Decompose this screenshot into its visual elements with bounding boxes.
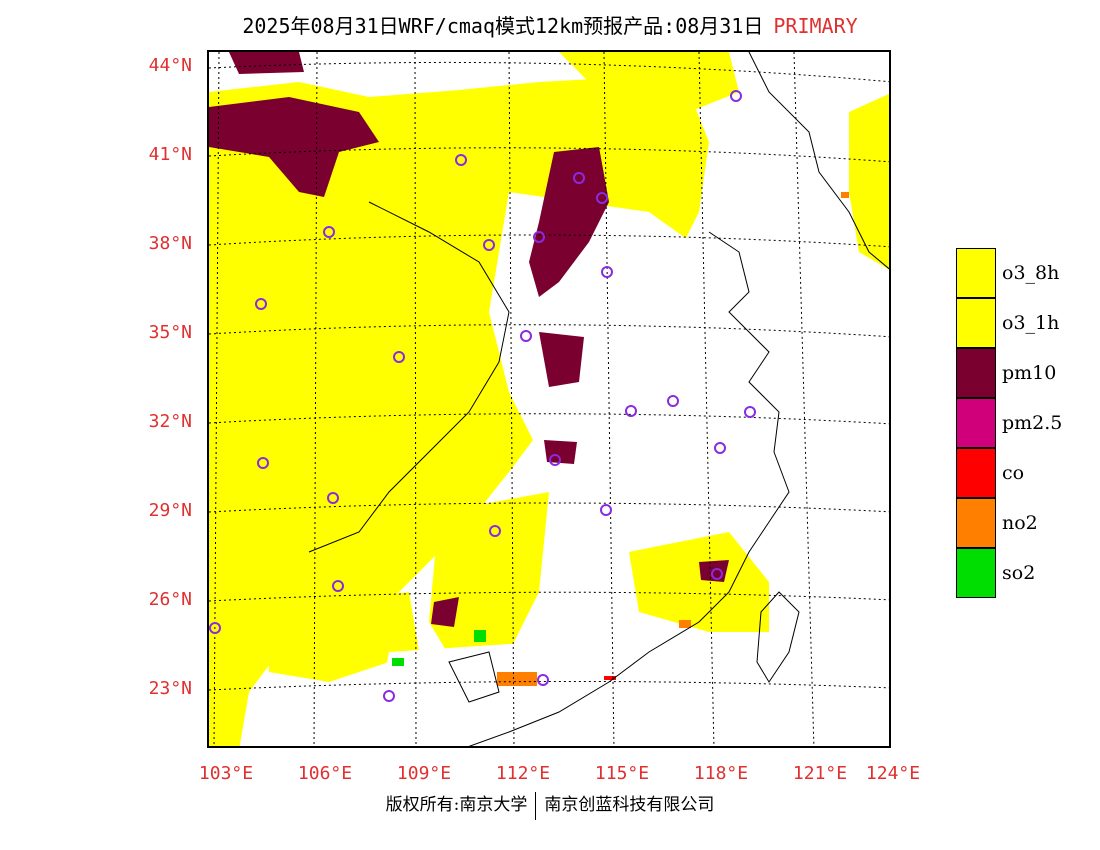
boundaries: [308, 52, 889, 746]
graticule: [209, 52, 889, 746]
lat-label-44n: 44°N: [148, 55, 192, 76]
legend-label-pm10: pm10: [1002, 362, 1057, 384]
so2-spot-2: [392, 658, 404, 666]
lon-label-106e: 106°E: [297, 763, 353, 784]
legend-swatch-no2: [956, 498, 996, 548]
primary-label: PRIMARY: [773, 14, 858, 38]
legend-swatch-pm25: [956, 398, 996, 448]
map-title: 2025年08月31日WRF/cmaq模式12km预报产品:08月31日 PRIM…: [0, 10, 1100, 39]
legend-label-o3-1h: o3_1h: [1002, 312, 1060, 334]
lon-label-103e: 103°E: [198, 763, 254, 784]
pm10-patch-south: [431, 597, 459, 627]
lat-label-29n: 29°N: [148, 500, 192, 521]
lon-label-109e: 109°E: [396, 763, 452, 784]
no2-spot-coast: [679, 620, 691, 628]
legend-label-co: co: [1002, 462, 1025, 484]
lat-label-38n: 38°N: [148, 233, 192, 254]
copyright-company: 南京创蓝科技有限公司: [544, 795, 715, 815]
lat-label-26n: 26°N: [148, 589, 192, 610]
lon-label-118e: 118°E: [693, 763, 749, 784]
lat-label-23n: 23°N: [148, 678, 192, 699]
pm10-patch-north-china: [529, 147, 609, 297]
legend-swatch-o3-1h: [956, 298, 996, 348]
lon-label-112e: 112°E: [495, 763, 551, 784]
legend-label-pm25: pm2.5: [1002, 412, 1063, 434]
o3-region-southeast: [629, 532, 769, 632]
o3-region-north: [559, 52, 739, 112]
lat-label-35n: 35°N: [148, 322, 192, 343]
map-canvas: [209, 52, 889, 746]
lon-label-121e: 121°E: [792, 763, 848, 784]
title-text: 2025年08月31日WRF/cmaq模式12km预报产品:08月31日: [242, 14, 764, 38]
so2-spot-1: [474, 630, 486, 642]
copyright-owner: 版权所有:南京大学: [385, 795, 528, 815]
legend-swatch-o3-8h: [956, 248, 996, 298]
o3-region-northeast: [849, 93, 889, 270]
lon-label-124e: 124°E: [865, 763, 921, 784]
forecast-map[interactable]: [207, 50, 891, 748]
legend-label-no2: no2: [1002, 512, 1038, 534]
pm10-patch-top: [229, 52, 304, 74]
station-markers: [209, 90, 756, 702]
copyright-footer: 版权所有:南京大学 南京创蓝科技有限公司: [0, 790, 1100, 820]
o3-region-central: [429, 492, 549, 672]
pm10-patch-northwest: [209, 97, 379, 197]
lat-label-41n: 41°N: [148, 144, 192, 165]
legend-swatch-pm10: [956, 348, 996, 398]
legend-swatch-so2: [956, 548, 996, 598]
o3-region-south: [269, 592, 419, 682]
lat-label-32n: 32°N: [148, 411, 192, 432]
pm10-patch-central-2: [544, 440, 577, 464]
legend-label-so2: so2: [1002, 562, 1036, 584]
pm10-patch-central-1: [539, 332, 584, 387]
lon-label-115e: 115°E: [594, 763, 650, 784]
no2-spot-east: [841, 192, 849, 198]
co-spot: [604, 676, 616, 680]
legend-label-o3-8h: o3_8h: [1002, 262, 1060, 284]
no2-spot-south: [497, 672, 537, 686]
footer-separator: [535, 791, 537, 820]
clear-region-east: [489, 192, 789, 522]
clear-region-south: [379, 642, 629, 746]
legend-swatch-co: [956, 448, 996, 498]
